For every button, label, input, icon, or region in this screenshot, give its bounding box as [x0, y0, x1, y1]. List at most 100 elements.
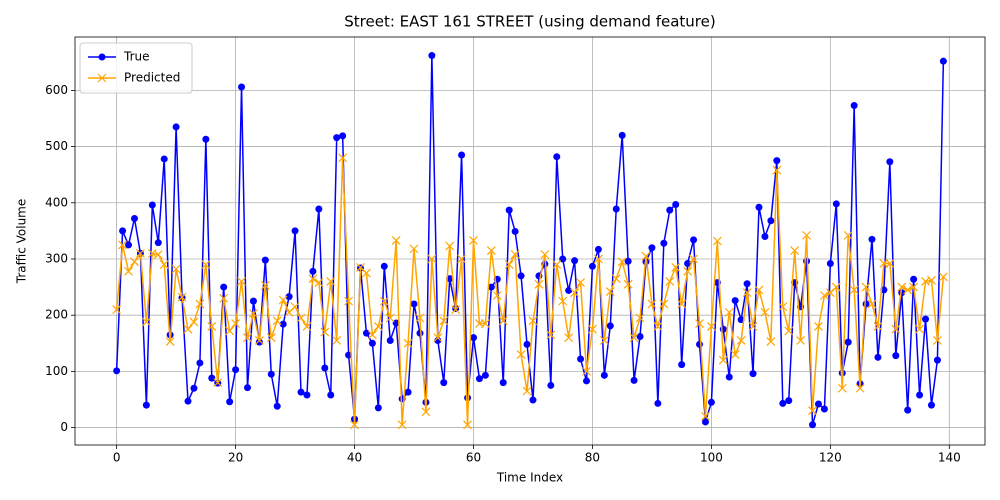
- marker: [403, 338, 413, 348]
- marker: [266, 333, 276, 343]
- marker: [469, 236, 478, 245]
- marker: [742, 288, 752, 298]
- marker: [874, 353, 882, 361]
- marker: [196, 359, 204, 367]
- marker: [618, 131, 626, 139]
- x-tick-label: 20: [228, 451, 243, 465]
- x-tick-label: 40: [347, 451, 362, 465]
- marker: [755, 203, 763, 211]
- marker: [873, 321, 883, 331]
- marker: [690, 236, 698, 244]
- marker: [464, 394, 472, 402]
- axes-frame: [74, 36, 986, 446]
- marker: [588, 262, 596, 270]
- y-tick-label: 600: [45, 83, 68, 97]
- legend-label: True: [123, 50, 150, 64]
- marker: [273, 402, 281, 410]
- marker: [511, 227, 519, 235]
- marker: [743, 280, 751, 288]
- marker: [593, 254, 603, 264]
- marker: [154, 239, 162, 247]
- marker: [785, 397, 793, 405]
- marker: [249, 297, 257, 305]
- marker: [226, 398, 234, 406]
- marker: [559, 255, 567, 263]
- y-tick-label: 500: [45, 139, 68, 153]
- marker: [861, 282, 871, 292]
- marker: [303, 391, 311, 399]
- marker: [814, 321, 823, 331]
- marker: [416, 329, 424, 337]
- legend-box: [79, 42, 193, 94]
- marker: [124, 266, 133, 276]
- marker: [255, 338, 263, 346]
- marker: [125, 241, 133, 249]
- marker: [611, 274, 621, 284]
- marker: [321, 364, 329, 372]
- marker: [345, 351, 353, 359]
- y-tick-label: 200: [45, 308, 68, 322]
- marker: [915, 324, 924, 334]
- marker: [577, 355, 585, 363]
- y-tick-label: 0: [60, 420, 68, 434]
- marker: [689, 254, 698, 264]
- marker: [666, 206, 674, 214]
- marker: [421, 407, 431, 417]
- marker: [362, 268, 371, 278]
- marker: [297, 388, 305, 396]
- marker: [635, 313, 645, 323]
- marker: [130, 257, 139, 267]
- marker: [220, 283, 228, 291]
- marker: [517, 272, 525, 280]
- marker: [660, 239, 668, 247]
- marker: [927, 401, 935, 409]
- marker: [654, 399, 662, 407]
- marker: [808, 406, 817, 416]
- marker: [368, 339, 376, 347]
- marker: [695, 319, 704, 329]
- marker: [534, 279, 544, 289]
- y-tick-label: 100: [45, 364, 68, 378]
- marker: [373, 321, 383, 331]
- marker: [760, 307, 770, 317]
- marker: [594, 245, 602, 253]
- marker: [380, 262, 388, 270]
- marker: [385, 313, 395, 323]
- marker: [243, 333, 252, 343]
- marker: [332, 336, 342, 345]
- marker: [564, 333, 574, 343]
- series-line: [115, 55, 945, 425]
- marker: [232, 366, 240, 374]
- x-tick-label: 60: [466, 451, 481, 465]
- marker: [546, 330, 556, 340]
- marker: [553, 153, 561, 161]
- series-line: [115, 157, 945, 425]
- marker: [724, 307, 734, 317]
- marker: [202, 135, 210, 143]
- marker: [565, 286, 573, 294]
- marker: [463, 420, 472, 430]
- marker: [469, 334, 477, 342]
- marker: [409, 244, 419, 254]
- marker: [510, 250, 520, 259]
- marker: [731, 297, 739, 305]
- marker: [231, 319, 241, 329]
- x-tick-label: 100: [700, 451, 723, 465]
- x-axis-label: Time Index: [496, 471, 563, 485]
- marker: [683, 266, 693, 276]
- marker: [659, 299, 669, 309]
- marker: [529, 396, 537, 404]
- marker: [701, 418, 709, 426]
- marker: [392, 319, 400, 327]
- marker: [868, 235, 876, 243]
- marker: [773, 157, 781, 165]
- marker: [820, 405, 828, 413]
- marker: [528, 316, 538, 326]
- marker: [290, 302, 300, 312]
- marker: [350, 420, 359, 430]
- marker: [397, 420, 407, 430]
- marker: [938, 272, 948, 282]
- marker: [916, 391, 924, 399]
- marker: [391, 236, 401, 245]
- marker: [165, 337, 175, 347]
